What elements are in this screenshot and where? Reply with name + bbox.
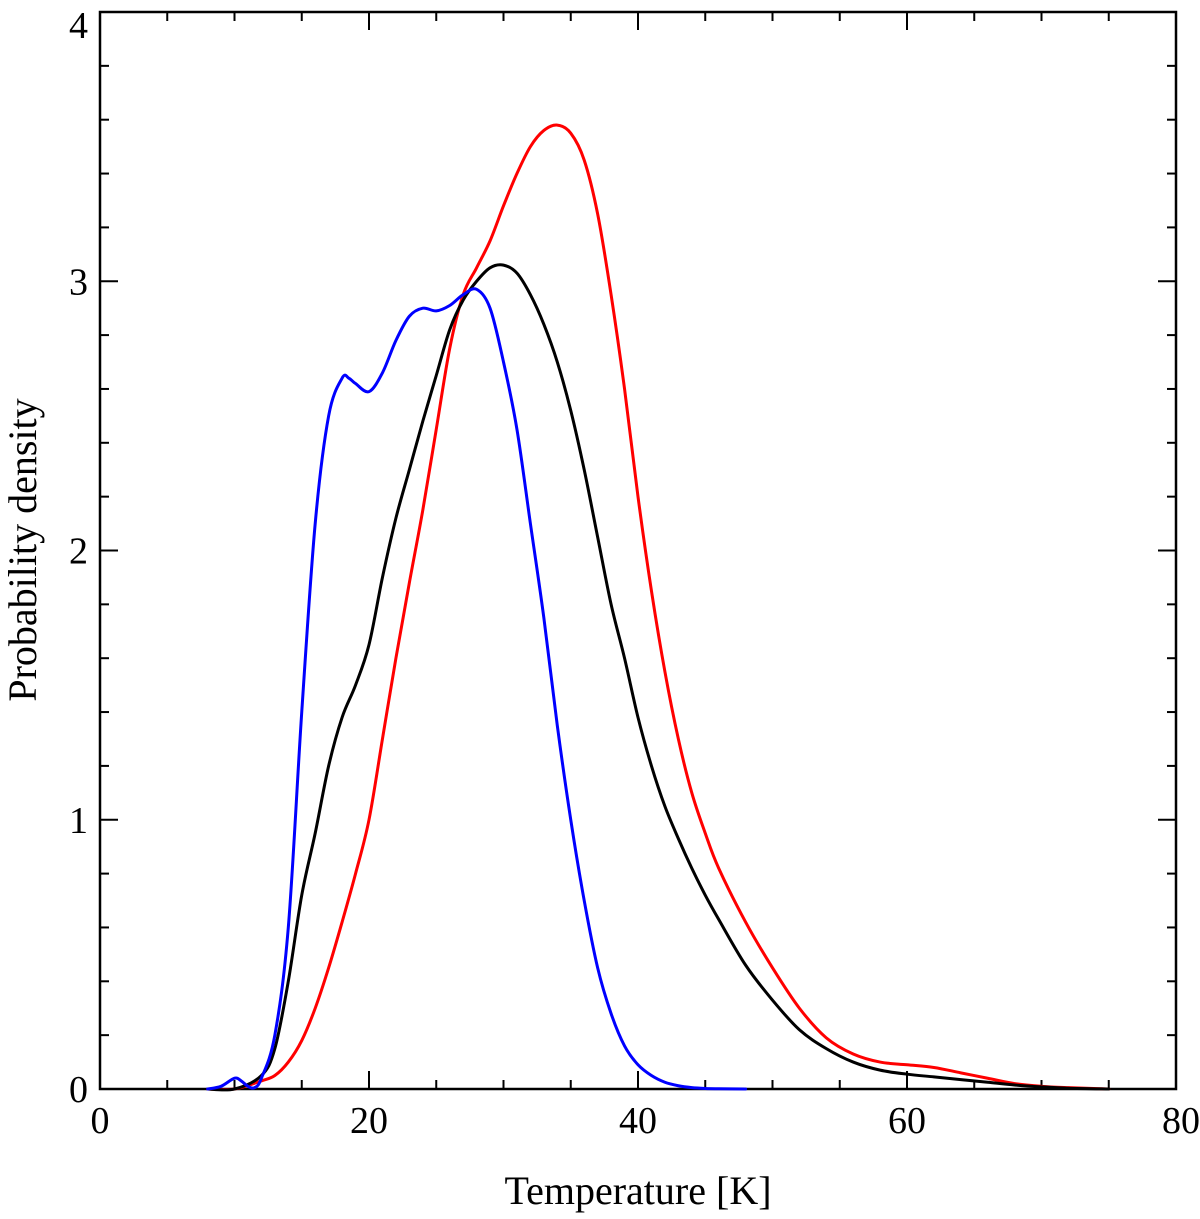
plot-area: 0 20 40 60 80 0 1 2 3 4 [69, 5, 1200, 1142]
x-tick-label: 40 [619, 1100, 657, 1142]
y-tick-label: 1 [69, 800, 88, 842]
series-line-red-curve [206, 123, 1111, 1092]
axis-ticks [99, 11, 1177, 1090]
y-tick-label: 4 [69, 5, 88, 47]
x-tick-label: 20 [350, 1100, 388, 1142]
y-tick-label: 3 [69, 261, 88, 303]
axis-tick-labels: 0 20 40 60 80 0 1 2 3 4 [69, 5, 1200, 1142]
y-tick-label: 2 [69, 531, 88, 573]
x-tick-label: 80 [1162, 1100, 1200, 1142]
y-axis-title: Probability density [0, 398, 45, 701]
series-line-black-curve [206, 263, 1111, 1092]
plot-frame [98, 10, 1178, 1091]
y-tick-label: 0 [69, 1069, 88, 1111]
data-series [206, 123, 1111, 1092]
x-axis-title: Temperature [K] [504, 1168, 771, 1213]
series-line-blue-curve [206, 287, 748, 1091]
x-tick-label: 0 [91, 1100, 110, 1142]
x-tick-label: 60 [888, 1100, 926, 1142]
